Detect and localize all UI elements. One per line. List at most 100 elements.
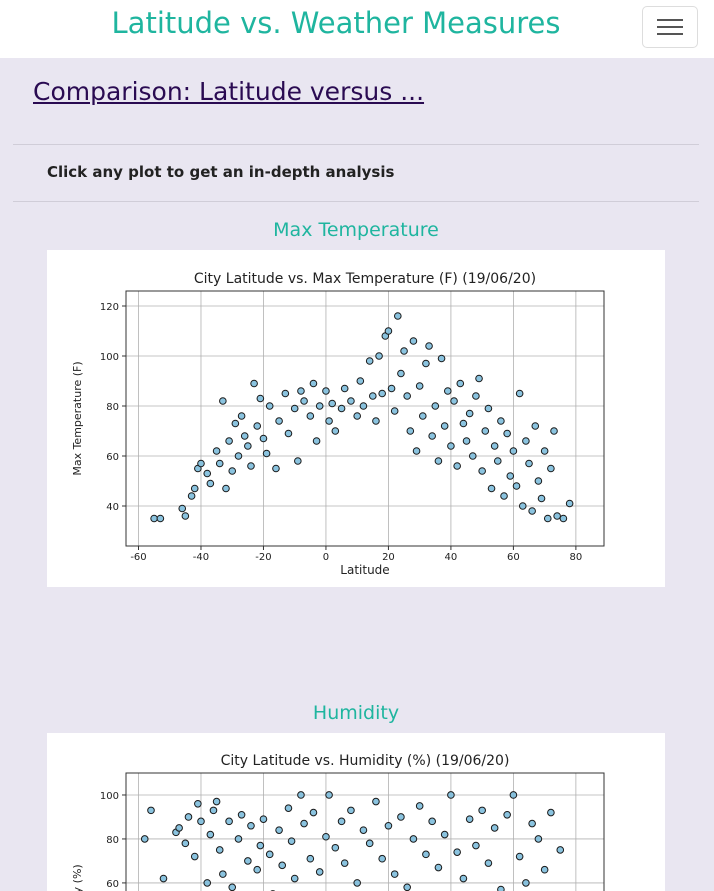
data-point	[281, 389, 290, 398]
data-point	[556, 846, 565, 854]
data-point	[456, 379, 465, 388]
x-tick-label: 0	[323, 552, 329, 563]
data-point	[390, 870, 399, 878]
data-point	[394, 312, 402, 320]
data-point	[225, 437, 233, 445]
data-point	[428, 817, 436, 826]
data-point	[300, 397, 308, 405]
x-tick-label: -40	[193, 552, 209, 563]
data-point	[159, 874, 168, 883]
data-point	[497, 885, 505, 891]
data-point	[409, 337, 418, 345]
instruction: Click any plot to get an in-depth analys…	[47, 163, 395, 181]
data-point	[231, 419, 240, 428]
data-point	[528, 819, 536, 828]
data-point	[262, 449, 271, 458]
chart[interactable]: City Latitude vs. Humidity (%) (19/06/20…	[47, 733, 665, 891]
chart-title: City Latitude vs. Max Temperature (F) (1…	[194, 271, 536, 287]
data-point	[247, 462, 255, 470]
data-point	[425, 342, 433, 350]
data-point	[372, 797, 380, 806]
chart[interactable]: City Latitude vs. Max Temperature (F) (1…	[47, 250, 665, 587]
site-title[interactable]: Latitude vs. Weather Measures	[111, 6, 561, 40]
data-point	[184, 813, 193, 821]
y-axis-label: Humidity (%)	[71, 864, 84, 891]
data-point	[509, 447, 518, 455]
data-point	[178, 504, 187, 513]
menu-toggle[interactable]	[642, 6, 698, 48]
data-point	[512, 482, 521, 490]
data-point	[440, 830, 449, 839]
data-point	[228, 883, 237, 891]
y-tick-label: 80	[106, 402, 119, 413]
data-point	[309, 379, 318, 388]
data-point	[459, 874, 468, 883]
data-point	[390, 407, 399, 415]
data-point	[447, 791, 455, 799]
data-point	[206, 479, 215, 488]
data-point	[290, 874, 299, 883]
data-point	[365, 839, 374, 848]
data-point	[428, 432, 436, 440]
data-point	[253, 865, 262, 874]
data-point	[197, 459, 205, 468]
data-point	[481, 427, 490, 435]
data-point	[315, 868, 324, 876]
data-point	[147, 806, 155, 815]
data-point	[487, 484, 496, 493]
data-point	[259, 815, 268, 823]
data-point	[437, 354, 446, 363]
data-point	[412, 447, 421, 455]
data-point	[500, 492, 508, 500]
data-point	[315, 402, 324, 410]
x-tick-label: -20	[255, 552, 271, 563]
data-point	[228, 467, 237, 475]
data-point	[475, 374, 483, 383]
data-point	[250, 379, 258, 388]
data-point	[340, 859, 349, 867]
data-point	[397, 813, 405, 821]
data-point	[244, 442, 252, 450]
data-point	[490, 442, 499, 450]
data-point	[515, 389, 524, 398]
x-tick-label: 80	[570, 552, 583, 563]
data-point	[190, 852, 199, 861]
data-point	[359, 402, 368, 410]
data-point	[431, 402, 440, 410]
data-point	[525, 459, 533, 468]
data-point	[219, 870, 227, 878]
data-point	[215, 459, 224, 468]
data-point	[256, 841, 265, 850]
data-point	[234, 452, 243, 460]
data-point	[275, 826, 283, 834]
data-point	[337, 404, 346, 413]
data-point	[384, 821, 393, 830]
data-point	[387, 384, 396, 393]
data-point	[347, 397, 355, 405]
y-tick-label: 100	[100, 352, 119, 363]
data-point	[187, 492, 196, 500]
data-point	[300, 819, 308, 828]
data-point	[284, 804, 293, 812]
data-point	[418, 412, 427, 420]
data-point	[543, 514, 552, 523]
data-point	[212, 797, 221, 806]
data-point	[453, 462, 461, 470]
data-point	[347, 806, 355, 815]
x-tick-label: 40	[445, 552, 458, 563]
data-point	[509, 791, 518, 799]
data-point	[372, 417, 380, 425]
data-point	[272, 464, 280, 473]
data-point	[503, 810, 511, 819]
data-point	[472, 841, 480, 850]
data-point	[400, 347, 408, 355]
data-point	[259, 434, 268, 443]
plot-card[interactable]: City Latitude vs. Humidity (%) (19/06/20…	[47, 733, 665, 891]
plot-card[interactable]: City Latitude vs. Max Temperature (F) (1…	[47, 250, 665, 587]
data-point	[325, 791, 333, 799]
data-point	[497, 417, 505, 425]
data-point	[453, 848, 461, 856]
data-point	[375, 352, 383, 360]
data-point	[397, 369, 405, 378]
data-point	[534, 477, 543, 485]
